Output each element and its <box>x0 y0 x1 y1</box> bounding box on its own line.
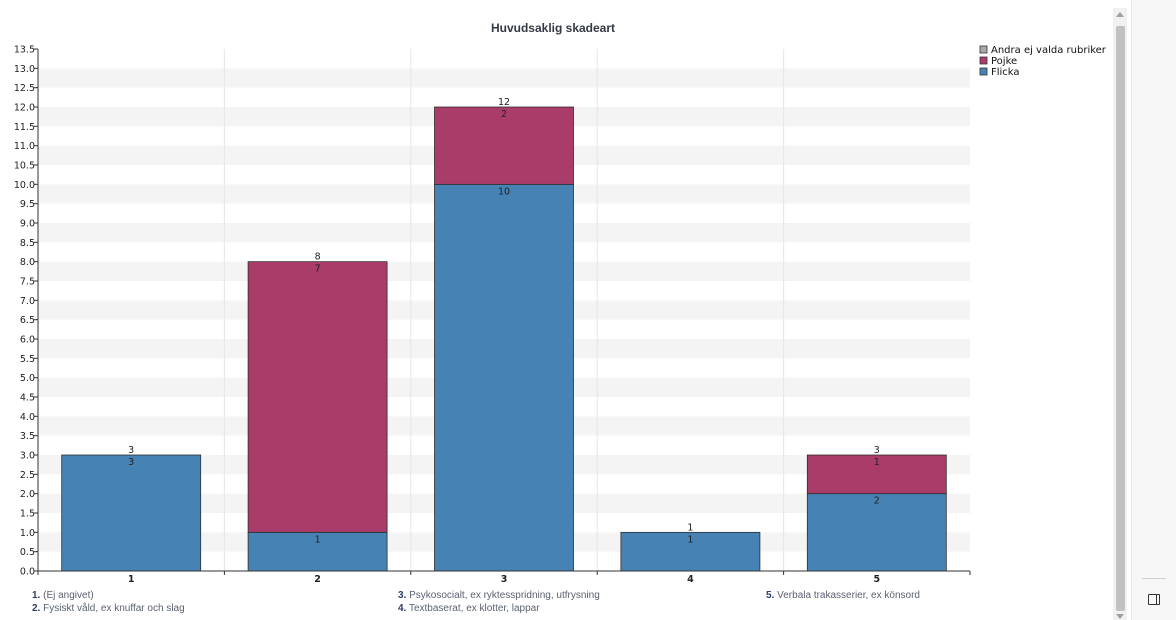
total-label: 12 <box>498 97 510 108</box>
chart: 0.0 0.5 1.0 1.5 2.0 2.5 3.0 3.5 4.0 4.5 5.0 5.5 6.0 6… <box>14 21 1107 585</box>
data-label: 3 <box>128 457 134 468</box>
y-tick-label: 1.0 <box>20 528 35 539</box>
scroll-down-arrow-icon[interactable] <box>1116 614 1124 619</box>
y-tick-label: 6.5 <box>20 315 35 326</box>
bar-segment-flicka <box>806 493 947 572</box>
y-axis-ticks: 0.0 0.5 1.0 1.5 2.0 2.5 3.0 3.5 4.0 4.5 5.0 5.5 6.0 6… <box>14 45 38 578</box>
y-tick-label: 13.5 <box>14 45 35 56</box>
category-note-1: 1. (Ej angivet) <box>32 590 94 601</box>
x-tick-label: 2 <box>314 574 321 585</box>
y-tick-label: 10.0 <box>14 180 35 191</box>
x-axis-ticks: 1 2 3 4 5 <box>37 571 971 585</box>
side-panel-divider <box>1142 578 1166 579</box>
legend-swatch <box>979 45 988 54</box>
category-notes: 1. (Ej angivet) 2. Fysiskt våld, ex knuf… <box>32 590 1092 620</box>
y-tick-label: 0.0 <box>20 567 35 578</box>
y-tick-label: 5.5 <box>20 354 35 365</box>
y-tick-label: 11.5 <box>14 122 35 133</box>
y-tick-label: 4.5 <box>20 393 35 404</box>
y-tick-label: 10.5 <box>14 161 35 172</box>
category-note-4: 4. Textbaserat, ex klotter, lappar <box>398 603 540 614</box>
y-tick-label: 8.0 <box>20 257 35 268</box>
bar-segment-pojke <box>806 454 947 495</box>
y-tick-label: 8.5 <box>20 238 35 249</box>
y-tick-label: 9.5 <box>20 199 35 210</box>
scrollbar-thumb[interactable] <box>1116 26 1125 611</box>
legend-item-label: Flicka <box>991 67 1020 78</box>
total-label: 3 <box>874 445 880 456</box>
x-tick-label: 4 <box>687 574 694 585</box>
category-note-2: 2. Fysiskt våld, ex knuffar och slag <box>32 603 185 614</box>
bar-segment-pojke <box>247 261 388 533</box>
y-tick-label: 13.0 <box>14 64 35 75</box>
y-tick-label: 2.0 <box>20 489 35 500</box>
vertical-gridlines <box>223 49 785 571</box>
data-label: 2 <box>874 496 880 507</box>
sidebar-toggle-icon[interactable] <box>1148 594 1160 605</box>
y-tick-label: 12.5 <box>14 83 35 94</box>
legend-swatch <box>979 67 988 76</box>
total-label: 3 <box>128 445 134 456</box>
y-tick-label: 5.0 <box>20 373 35 384</box>
data-label: 1 <box>687 534 693 545</box>
legend-item-label: Andra ej valda rubriker <box>991 45 1107 56</box>
bar-segment-flicka <box>620 531 761 572</box>
chart-title: Huvudsaklig skadeart <box>491 21 615 35</box>
x-tick-label: 3 <box>501 574 508 585</box>
y-tick-label: 11.0 <box>14 141 35 152</box>
y-tick-label: 6.0 <box>20 335 35 346</box>
data-label: 1 <box>315 534 321 545</box>
y-tick-label: 1.5 <box>20 509 35 520</box>
side-panel <box>1131 0 1176 620</box>
scroll-up-arrow-icon[interactable] <box>1116 12 1124 17</box>
data-label: 7 <box>315 264 321 275</box>
y-tick-label: 4.0 <box>20 412 35 423</box>
bar-segment-pojke <box>434 106 574 185</box>
bars <box>61 106 947 572</box>
data-label: 2 <box>501 109 507 120</box>
y-tick-label: 0.5 <box>20 547 35 558</box>
y-tick-label: 3.5 <box>20 431 35 442</box>
bar-segment-flicka <box>61 454 202 572</box>
y-tick-label: 12.0 <box>14 103 35 114</box>
y-tick-label: 2.5 <box>20 470 35 481</box>
y-tick-label: 7.0 <box>20 296 35 307</box>
x-tick-label: 1 <box>128 574 135 585</box>
category-note-5: 5. Verbala trakasserier, ex könsord <box>766 590 920 601</box>
total-label: 1 <box>687 522 693 533</box>
y-tick-label: 7.5 <box>20 277 35 288</box>
y-tick-label: 9.0 <box>20 219 35 230</box>
bar-segment-flicka <box>247 531 388 572</box>
x-tick-label: 5 <box>873 574 880 585</box>
total-label: 8 <box>315 252 321 263</box>
data-label: 1 <box>874 457 880 468</box>
grid-band <box>38 68 970 88</box>
data-label: 10 <box>498 186 510 197</box>
legend-item-label: Pojke <box>991 56 1017 67</box>
category-note-3: 3. Psykosocialt, ex ryktesspridning, utf… <box>398 590 600 601</box>
legend-swatch <box>979 56 988 65</box>
bar-segment-flicka <box>434 183 574 572</box>
axes <box>37 49 970 572</box>
y-tick-label: 3.0 <box>20 451 35 462</box>
